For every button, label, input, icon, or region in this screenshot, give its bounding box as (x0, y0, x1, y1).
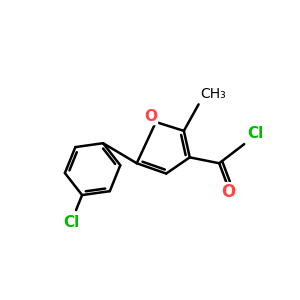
Text: O: O (221, 183, 236, 201)
Text: Cl: Cl (247, 126, 263, 141)
Text: CH₃: CH₃ (200, 87, 226, 101)
Text: O: O (144, 109, 157, 124)
Text: Cl: Cl (64, 215, 80, 230)
